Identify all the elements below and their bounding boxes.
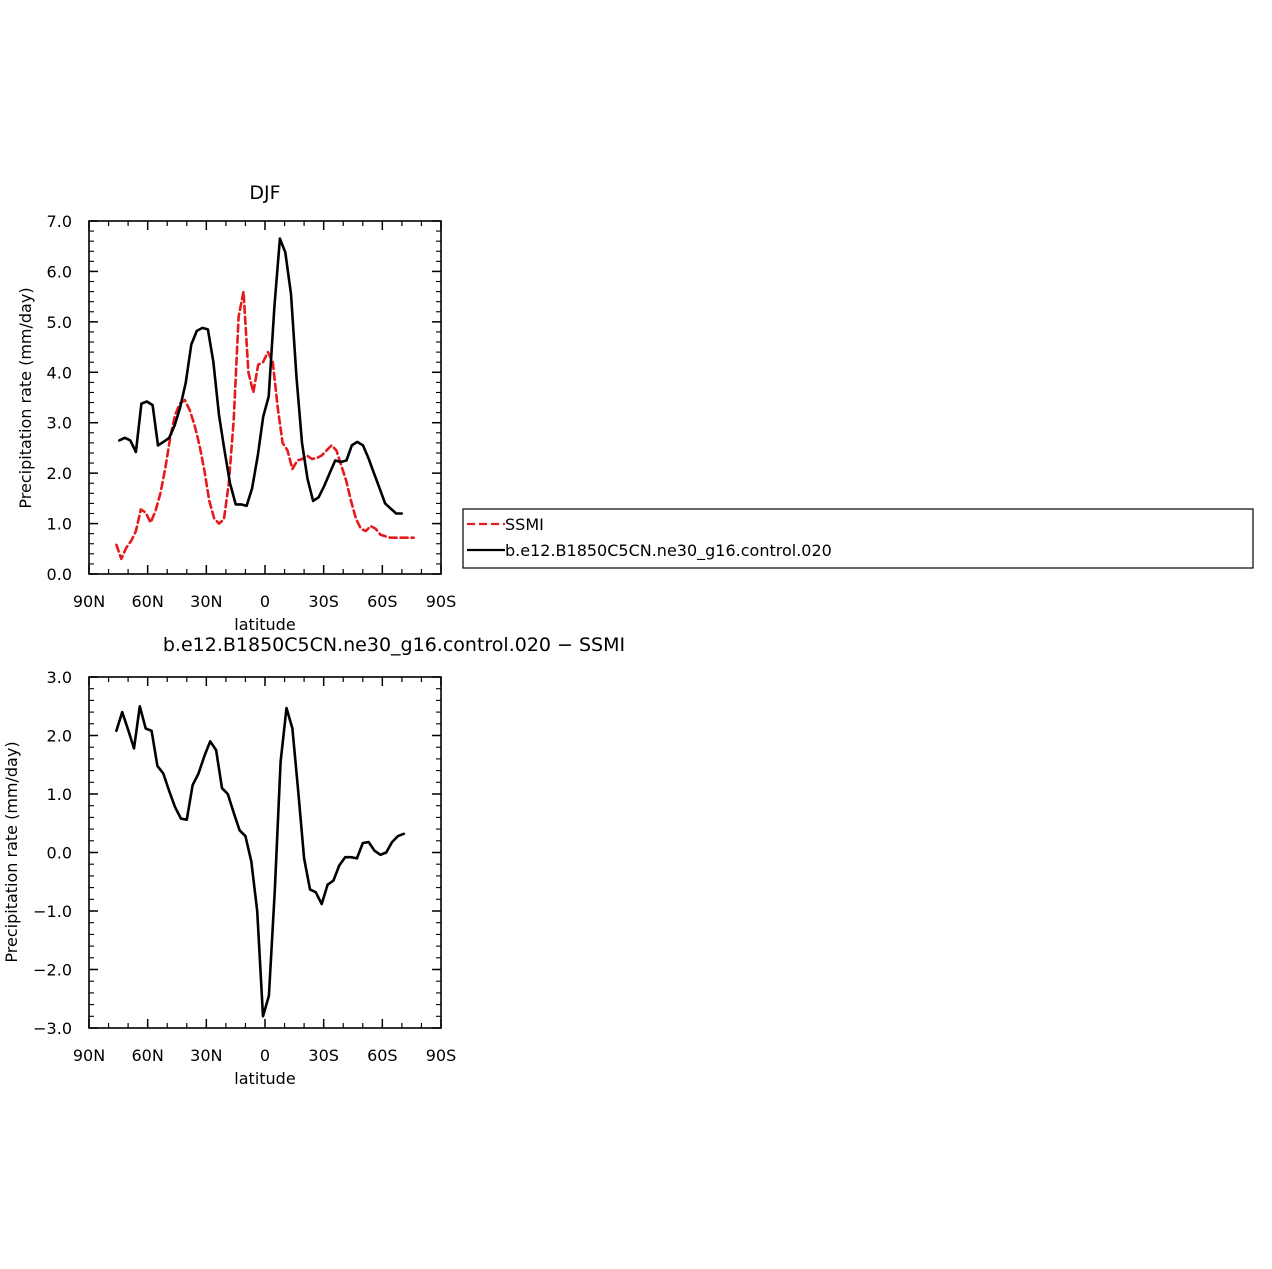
chart-title: b.e12.B1850C5CN.ne30_g16.control.020 − S… <box>163 634 625 656</box>
y-tick-label: 2.0 <box>47 464 72 483</box>
y-tick-label: 2.0 <box>47 727 72 746</box>
y-tick-label: −3.0 <box>33 1019 72 1038</box>
x-tick-label: 0 <box>260 1046 270 1065</box>
legend-box <box>462 508 1254 569</box>
legend-label-ssmi: SSMI <box>505 515 544 534</box>
y-tick-label: −1.0 <box>33 902 72 921</box>
y-tick-label: 6.0 <box>47 262 72 281</box>
y-tick-label: 3.0 <box>47 414 72 433</box>
x-tick-label: 60N <box>132 1046 164 1065</box>
y-tick-label: 5.0 <box>47 313 72 332</box>
legend: SSMI b.e12.B1850C5CN.ne30_g16.control.02… <box>462 508 1254 569</box>
chart-panel-djf: DJF 90N 60N 30N 0 30S 60S 90S 0.0 1.0 2.0 3.0 4.0 5.0… <box>16 182 456 634</box>
x-tick-label: 90S <box>426 592 457 611</box>
x-tick-label: 30S <box>308 592 339 611</box>
x-tick-label: 90S <box>426 1046 457 1065</box>
x-tick-label: 0 <box>260 592 270 611</box>
legend-label-model: b.e12.B1850C5CN.ne30_g16.control.020 <box>505 541 832 561</box>
x-tick-label: 30S <box>308 1046 339 1065</box>
series-line-b-e12-b1850c5cn-ne30-g16-control-020 <box>118 237 404 515</box>
x-tick-label: 60S <box>367 1046 398 1065</box>
y-axis-label: Precipitation rate (mm/day) <box>2 741 21 962</box>
y-tick-label: 4.0 <box>47 363 72 382</box>
x-tick-label: 30N <box>190 592 222 611</box>
x-tick-label: 60N <box>132 592 164 611</box>
x-axis-label: latitude <box>234 615 295 634</box>
y-tick-label: 0.0 <box>47 844 72 863</box>
y-tick-label: 1.0 <box>47 785 72 804</box>
series-line-ssmi <box>115 290 415 561</box>
series-line-difference <box>115 704 406 1018</box>
chart-title: DJF <box>249 182 280 204</box>
y-axis-label: Precipitation rate (mm/day) <box>16 287 35 508</box>
y-tick-label: 7.0 <box>47 212 72 231</box>
y-tick-label: 1.0 <box>47 515 72 534</box>
plot-frame <box>88 676 442 1029</box>
y-tick-label: −2.0 <box>33 961 72 980</box>
y-tick-label: 0.0 <box>47 565 72 584</box>
y-tick-label: 3.0 <box>47 668 72 687</box>
plot-frame <box>88 220 442 575</box>
x-axis-label: latitude <box>234 1069 295 1088</box>
x-tick-label: 90N <box>73 592 105 611</box>
x-tick-label: 90N <box>73 1046 105 1065</box>
x-tick-label: 30N <box>190 1046 222 1065</box>
chart-panel-difference: b.e12.B1850C5CN.ne30_g16.control.020 − S… <box>2 634 625 1088</box>
x-tick-label: 60S <box>367 592 398 611</box>
